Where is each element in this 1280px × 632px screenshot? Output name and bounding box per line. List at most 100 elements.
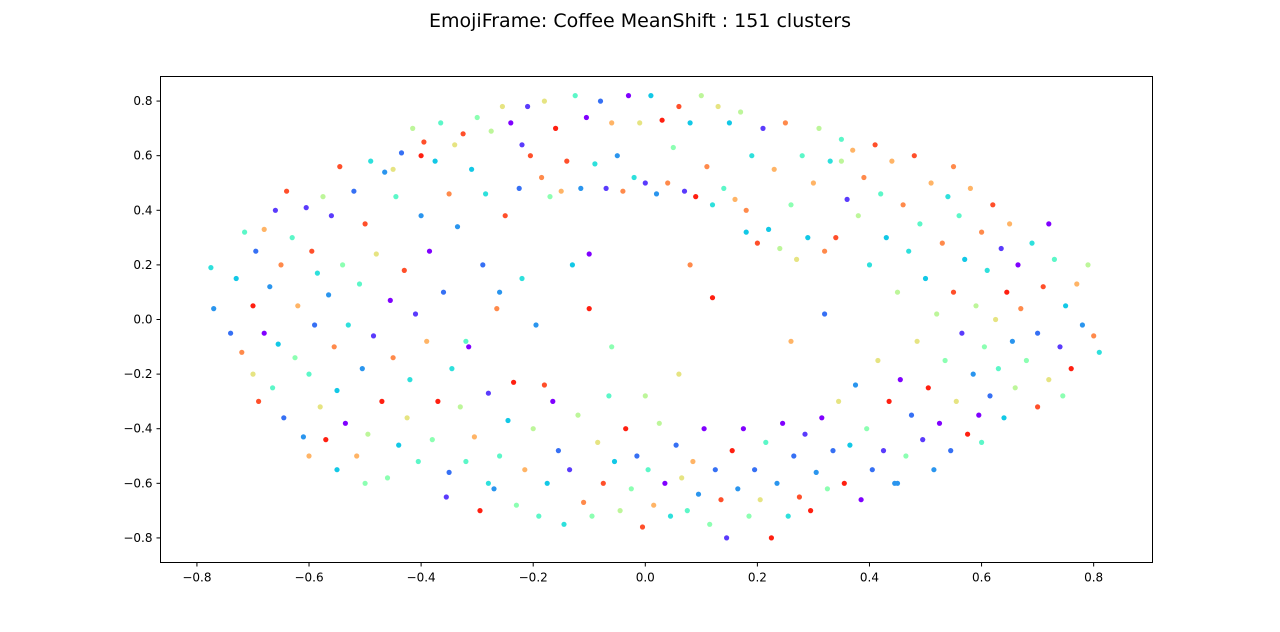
data-point <box>709 202 716 208</box>
data-point <box>300 434 306 440</box>
data-point <box>326 292 332 298</box>
data-point <box>253 248 259 254</box>
y-tick-label: −0.6 <box>123 476 152 490</box>
data-point <box>359 366 365 372</box>
data-point <box>1018 306 1024 312</box>
data-point <box>704 164 710 170</box>
data-point <box>572 93 578 99</box>
data-point <box>398 150 405 156</box>
data-point <box>838 136 845 142</box>
data-point <box>550 398 556 404</box>
x-axis: −0.8 −0.6 −0.4 −0.2 0.0 0.2 0.4 0.6 0.8 <box>182 562 1103 585</box>
data-point <box>681 188 688 194</box>
data-point <box>628 486 634 492</box>
data-point <box>780 420 786 426</box>
data-point <box>623 426 629 432</box>
data-point <box>1085 262 1091 268</box>
data-point <box>796 494 803 500</box>
data-point <box>421 139 427 145</box>
data-point <box>463 338 469 344</box>
data-point <box>642 393 648 399</box>
data-point <box>432 158 438 164</box>
data-point <box>561 521 567 527</box>
data-point <box>729 448 735 454</box>
data-point <box>508 120 514 126</box>
data-point <box>979 439 985 445</box>
data-point <box>1091 333 1097 339</box>
data-point <box>838 158 845 164</box>
data-point <box>497 453 503 459</box>
data-point <box>903 453 909 459</box>
data-point <box>446 191 452 197</box>
data-point <box>670 144 676 151</box>
data-point <box>525 103 531 110</box>
data-point <box>973 303 979 309</box>
data-point <box>861 174 867 181</box>
data-point <box>387 297 393 303</box>
points-layer <box>208 93 1102 541</box>
data-point <box>443 494 449 500</box>
data-point <box>379 398 385 404</box>
data-point <box>354 453 360 459</box>
data-point <box>1096 349 1102 355</box>
data-point <box>676 371 682 377</box>
data-point <box>356 281 363 287</box>
x-tick-label: 0.8 <box>1084 571 1103 585</box>
data-point <box>412 311 419 317</box>
data-point <box>328 213 334 219</box>
data-point <box>995 366 1002 372</box>
data-point <box>567 467 573 473</box>
data-point <box>603 185 609 191</box>
data-point <box>718 497 724 503</box>
data-point <box>768 535 775 541</box>
data-point <box>662 480 668 486</box>
data-point <box>609 120 615 126</box>
data-point <box>766 226 772 232</box>
data-point <box>292 355 298 361</box>
data-point <box>418 153 424 159</box>
data-point <box>275 341 281 347</box>
data-point <box>457 404 463 410</box>
data-point <box>950 289 957 295</box>
data-point <box>242 229 248 235</box>
data-point <box>824 486 831 492</box>
data-point <box>1035 330 1041 336</box>
data-point <box>337 164 343 170</box>
data-point <box>600 480 606 486</box>
data-point <box>368 158 374 164</box>
data-point <box>1046 221 1052 227</box>
data-point <box>939 240 945 246</box>
data-point <box>850 147 856 153</box>
y-tick-label: 0.2 <box>133 258 152 272</box>
data-point <box>749 153 755 159</box>
y-tick-label: 0.0 <box>133 313 152 327</box>
data-point <box>774 480 780 486</box>
data-point <box>945 194 951 200</box>
data-point <box>564 158 570 164</box>
data-point <box>497 289 503 295</box>
data-point <box>998 245 1004 252</box>
data-point <box>513 502 520 508</box>
data-point <box>256 398 262 404</box>
data-point <box>653 191 660 197</box>
data-point <box>592 161 598 167</box>
data-point <box>228 330 234 336</box>
data-point <box>648 93 654 99</box>
chart-title: EmojiFrame: Coffee MeanShift : 151 clust… <box>429 10 851 32</box>
data-point <box>808 508 814 514</box>
data-point <box>306 453 312 459</box>
data-point <box>735 486 741 492</box>
x-tick-label: −0.6 <box>294 571 323 585</box>
data-point <box>836 398 842 404</box>
data-point <box>1060 393 1066 399</box>
data-point <box>665 180 671 186</box>
data-point <box>539 174 545 181</box>
data-point <box>693 194 699 200</box>
data-point <box>993 316 999 323</box>
y-tick-label: 0.6 <box>133 149 152 163</box>
data-point <box>777 245 783 252</box>
data-point <box>847 442 853 448</box>
data-point <box>934 311 940 317</box>
data-point <box>454 224 461 230</box>
